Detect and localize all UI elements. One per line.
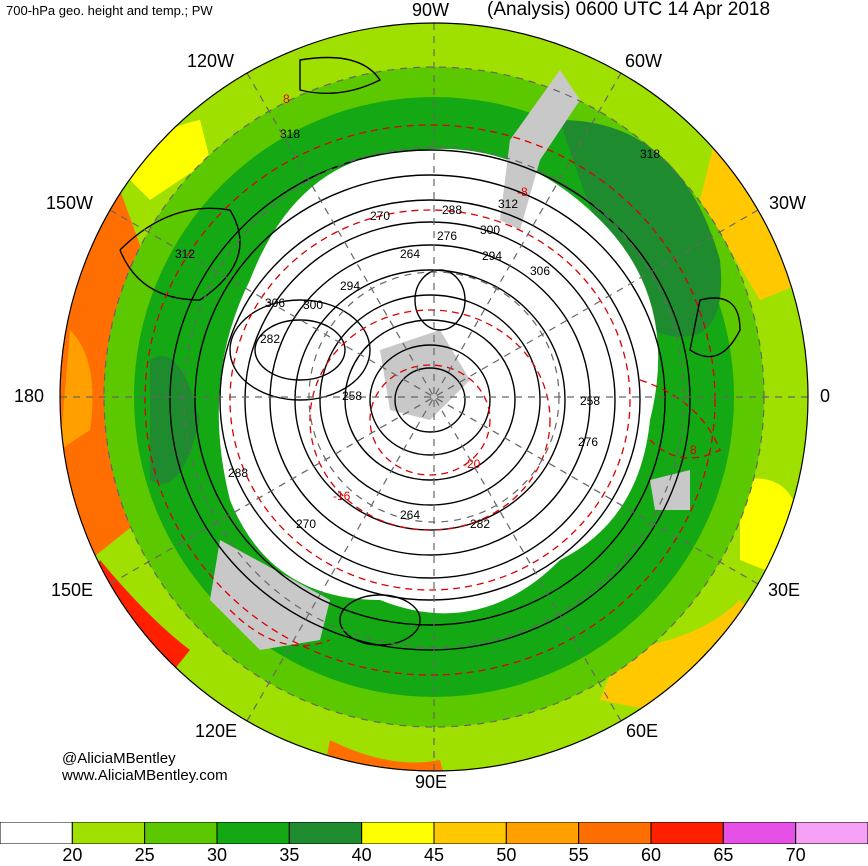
temperature-contours [144, 124, 721, 676]
height-label: 264 [400, 508, 420, 522]
lon-label-60w: 60W [625, 51, 663, 71]
colorbar-tick-label: 65 [713, 845, 734, 865]
height-label: 318 [280, 127, 300, 141]
colorbar-swatch [361, 822, 435, 844]
colorbar-swatch [288, 822, 363, 844]
temperature-label: -16 [333, 489, 351, 503]
colorbar-tick-label: 30 [206, 845, 228, 865]
colorbar-swatch [433, 822, 507, 844]
colorbar-swatch [144, 822, 218, 844]
colorbar-tick-label: 55 [568, 845, 589, 865]
colorbar-tick-label: 70 [785, 845, 806, 865]
lon-label-120e: 120E [195, 721, 238, 741]
lon-label-90e: 90E [415, 772, 448, 792]
colorbar-swatch [71, 822, 146, 844]
land-mask-europe [650, 470, 690, 510]
pw-warm-left-2 [60, 330, 93, 450]
colorbar-swatch [578, 822, 652, 844]
height-label: 306 [530, 264, 550, 278]
colorbar [0, 822, 868, 844]
credit-site: www.AliciaMBentley.com [62, 767, 228, 784]
colorbar-tick-label: 25 [134, 845, 155, 865]
lon-label-180: 180 [14, 386, 45, 406]
height-label: 312 [498, 197, 518, 211]
colorbar-tick-label: 50 [496, 845, 517, 865]
colorbar-tick-label: 35 [279, 845, 300, 865]
height-label: 312 [175, 247, 195, 261]
lon-label-150e: 150E [51, 580, 94, 600]
map-field [60, 23, 808, 771]
lon-label-30w: 30W [769, 193, 807, 213]
height-label: 300 [480, 223, 500, 237]
height-label: 258 [342, 389, 362, 403]
height-label: 282 [260, 332, 280, 346]
colorbar-tick-label: 40 [351, 845, 372, 865]
credit-handle: @AliciaMBentley [62, 750, 176, 767]
lon-label-60e: 60E [626, 721, 659, 741]
lon-label-30e: 30E [768, 580, 801, 600]
height-label: 306 [265, 296, 285, 310]
height-label: 282 [470, 517, 490, 531]
temperature-label: 8 [283, 92, 290, 106]
colorbar-swatch [505, 822, 580, 844]
height-label: 264 [400, 247, 420, 261]
colorbar-tick-label: 20 [62, 845, 83, 865]
lon-label-150w: 150W [46, 193, 94, 213]
pw-band-35-ne [560, 120, 722, 337]
height-label: 270 [296, 517, 316, 531]
height-label: 276 [437, 229, 457, 243]
temperature-label: -20 [463, 457, 481, 471]
height-label: 294 [482, 249, 502, 263]
height-contours [119, 56, 741, 651]
temperature-label: 8 [690, 443, 697, 457]
temperature-label: -8 [517, 185, 528, 199]
pw-warm-upperleft [120, 120, 210, 200]
graticule [60, 23, 808, 771]
colorbar-tick-label: 45 [423, 845, 445, 865]
height-label: 288 [228, 466, 248, 480]
colorbar-swatch [795, 822, 868, 844]
pw-band-35-w [150, 356, 200, 484]
valid-time-title: (Analysis) 0600 UTC 14 Apr 2018 [487, 0, 771, 20]
height-label: 276 [578, 435, 598, 449]
polar-map: 318 312 306 300 294 288 282 276 270 264 … [59, 22, 809, 772]
product-label: 700-hPa geo. height and temp.; PW [6, 3, 213, 18]
height-label: 300 [303, 298, 323, 312]
land-mask-asia [210, 540, 330, 650]
colorbar-swatch [216, 822, 290, 844]
map-border [59, 22, 809, 772]
height-label: 318 [640, 147, 660, 161]
colorbar-swatch [650, 822, 724, 844]
colorbar-tick-label: 60 [640, 845, 662, 865]
colorbar-swatch [722, 822, 797, 844]
height-label: 288 [442, 203, 462, 217]
height-label: 270 [370, 209, 390, 223]
lon-label-120w: 120W [187, 51, 235, 71]
height-label: 294 [340, 279, 360, 293]
temperature-labels: 8 8 -8 -16 -20 [283, 92, 697, 503]
lon-label-0: 0 [820, 386, 831, 406]
lon-label-90w: 90W [412, 0, 450, 20]
height-label: 258 [580, 394, 600, 408]
land-mask-greenland [500, 70, 580, 230]
height-labels: 318 312 306 300 294 288 282 276 270 264 … [175, 127, 660, 531]
colorbar-swatch [0, 822, 73, 844]
